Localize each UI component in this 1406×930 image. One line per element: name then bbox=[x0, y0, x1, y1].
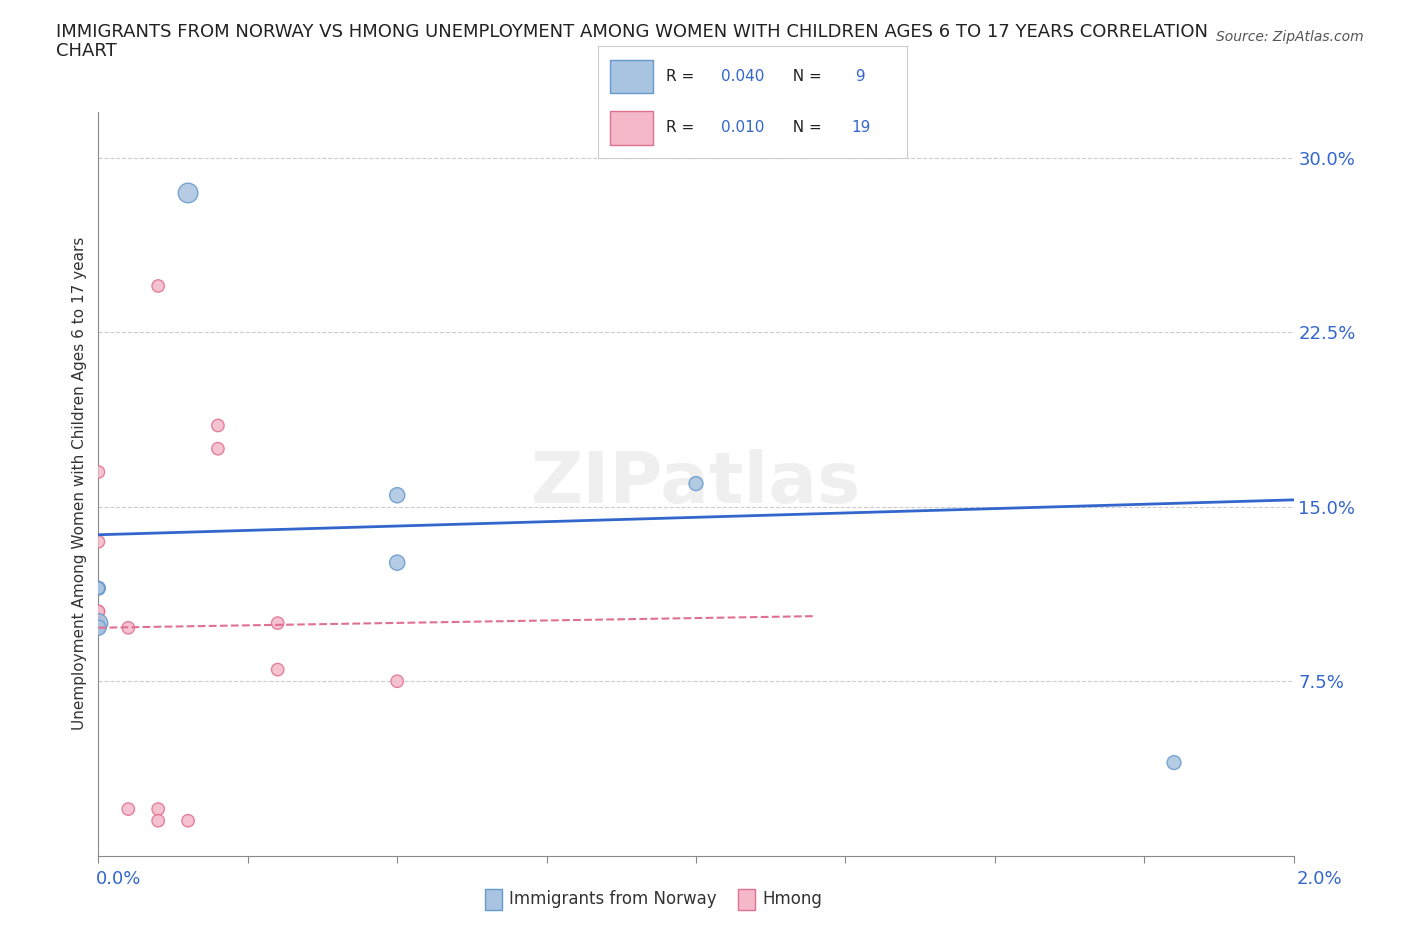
Point bbox=[385, 555, 409, 570]
Point bbox=[117, 802, 139, 817]
Y-axis label: Unemployment Among Women with Children Ages 6 to 17 years: Unemployment Among Women with Children A… bbox=[72, 237, 87, 730]
Point bbox=[117, 620, 139, 635]
Point bbox=[87, 534, 110, 549]
Point bbox=[87, 620, 110, 635]
Text: 0.0%: 0.0% bbox=[96, 870, 141, 888]
Text: N =: N = bbox=[783, 69, 827, 84]
Point bbox=[267, 616, 290, 631]
Point bbox=[87, 616, 110, 631]
Point bbox=[177, 186, 200, 201]
Text: R =: R = bbox=[665, 69, 699, 84]
Point bbox=[87, 616, 110, 631]
Text: Source: ZipAtlas.com: Source: ZipAtlas.com bbox=[1216, 30, 1364, 44]
Point bbox=[87, 580, 110, 596]
Point bbox=[87, 580, 110, 596]
Point bbox=[685, 476, 707, 491]
Text: Hmong: Hmong bbox=[762, 890, 823, 909]
Text: N =: N = bbox=[783, 121, 827, 136]
Point bbox=[87, 580, 110, 596]
Point bbox=[148, 279, 170, 294]
Text: 0.010: 0.010 bbox=[721, 121, 765, 136]
Point bbox=[87, 580, 110, 596]
Point bbox=[385, 673, 409, 688]
Point bbox=[87, 604, 110, 619]
Point bbox=[1163, 755, 1185, 770]
FancyBboxPatch shape bbox=[610, 60, 654, 93]
Text: 2.0%: 2.0% bbox=[1298, 870, 1343, 888]
Point bbox=[207, 442, 229, 457]
Point bbox=[207, 418, 229, 433]
Point bbox=[87, 465, 110, 480]
Point bbox=[87, 604, 110, 619]
Point bbox=[267, 662, 290, 677]
Text: ZIPatlas: ZIPatlas bbox=[531, 449, 860, 518]
Point bbox=[87, 620, 110, 635]
Text: IMMIGRANTS FROM NORWAY VS HMONG UNEMPLOYMENT AMONG WOMEN WITH CHILDREN AGES 6 TO: IMMIGRANTS FROM NORWAY VS HMONG UNEMPLOY… bbox=[56, 23, 1208, 41]
Text: 0.040: 0.040 bbox=[721, 69, 765, 84]
Point bbox=[148, 802, 170, 817]
Text: Immigrants from Norway: Immigrants from Norway bbox=[509, 890, 717, 909]
Text: CHART: CHART bbox=[56, 42, 117, 60]
Point bbox=[385, 488, 409, 503]
Text: R =: R = bbox=[665, 121, 699, 136]
Point bbox=[148, 813, 170, 829]
Text: 9: 9 bbox=[851, 69, 866, 84]
Point bbox=[177, 813, 200, 829]
FancyBboxPatch shape bbox=[610, 112, 654, 145]
Text: 19: 19 bbox=[851, 121, 870, 136]
